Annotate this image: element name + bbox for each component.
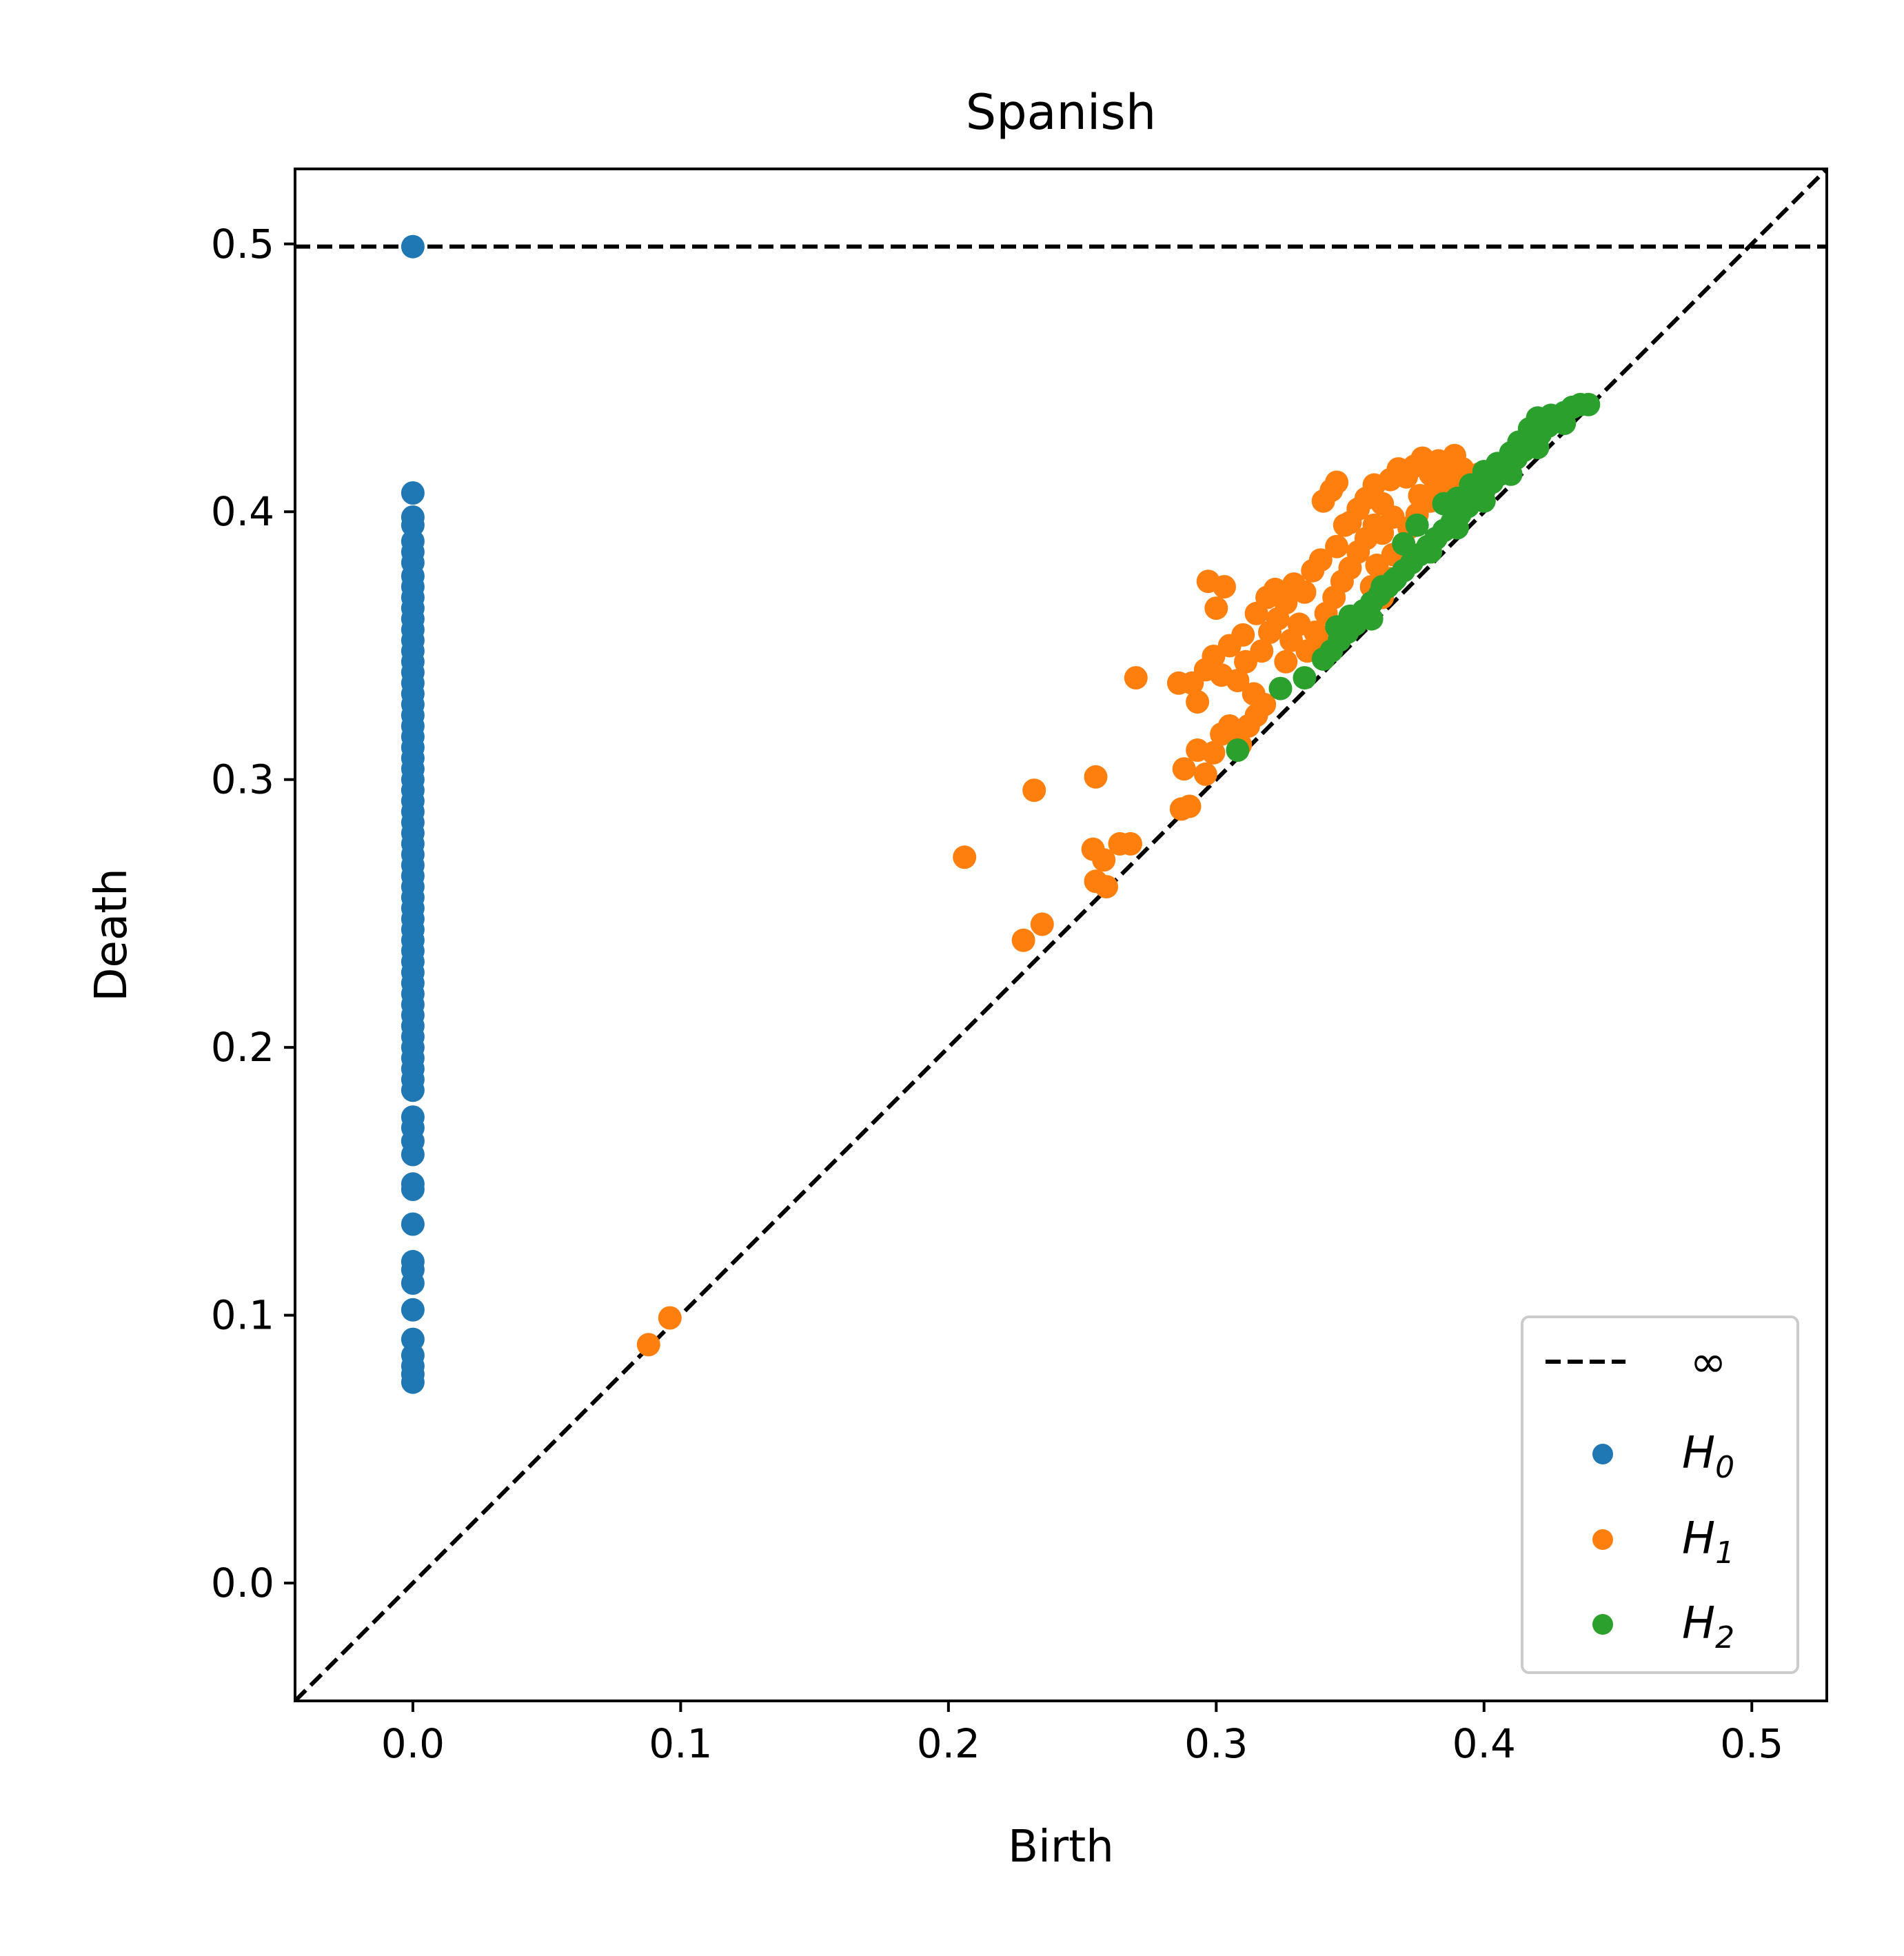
- point-h1: [1022, 778, 1046, 803]
- point-h1: [636, 1333, 660, 1357]
- point-h1: [1172, 757, 1196, 781]
- point-h1: [1202, 740, 1226, 765]
- point-h1: [1095, 875, 1118, 899]
- legend-h2-subscript: 2: [1715, 1620, 1734, 1655]
- legend-h2-marker: [1592, 1614, 1613, 1635]
- point-h1: [1231, 623, 1255, 647]
- point-h2: [1577, 392, 1601, 416]
- point-h2: [1526, 436, 1550, 459]
- x-tick-label: 0.2: [917, 1720, 980, 1767]
- point-h1: [1177, 794, 1202, 818]
- point-h2: [1359, 607, 1384, 631]
- legend-infinity-label: ∞: [1690, 1337, 1726, 1388]
- point-h2: [1392, 532, 1416, 556]
- point-h2: [1405, 513, 1429, 537]
- point-h2: [1472, 489, 1496, 513]
- point-h2: [1226, 738, 1250, 762]
- point-h2: [1370, 575, 1395, 598]
- point-h2: [1445, 516, 1469, 540]
- legend-h1-subscript: 1: [1715, 1535, 1734, 1571]
- series-h2: [1226, 392, 1601, 762]
- point-h2: [1293, 666, 1317, 690]
- y-tick-label: 0.4: [211, 488, 274, 535]
- svg-text:H1: H1: [1682, 1513, 1734, 1571]
- plot-frame: [294, 168, 1828, 1702]
- point-h1: [1226, 669, 1250, 692]
- legend-h0-label: H: [1682, 1428, 1715, 1479]
- point-h2: [1268, 676, 1293, 700]
- point-h1: [1092, 848, 1116, 872]
- point-h0: [401, 1142, 425, 1167]
- point-h0: [401, 513, 425, 537]
- legend-frame: [1521, 1315, 1799, 1674]
- diagonal-line: [295, 169, 1827, 1701]
- point-h1: [1250, 639, 1274, 663]
- point-h2: [1499, 462, 1523, 486]
- x-tick-label: 0.4: [1452, 1720, 1516, 1767]
- x-tick-label: 0.1: [649, 1720, 712, 1767]
- y-axis-label: Death: [86, 868, 137, 1002]
- y-tick-label: 0.0: [211, 1560, 274, 1606]
- point-h0: [401, 1298, 425, 1322]
- point-h0: [401, 1271, 425, 1295]
- point-h1: [1084, 765, 1108, 789]
- point-h1: [1274, 649, 1298, 674]
- svg-text:H0: H0: [1682, 1428, 1734, 1485]
- legend-h0-marker: [1592, 1444, 1613, 1464]
- y-tick-label: 0.2: [211, 1024, 274, 1071]
- point-h1: [1242, 682, 1266, 706]
- point-h1: [1325, 534, 1349, 558]
- point-h1: [1204, 596, 1228, 621]
- y-tick-label: 0.1: [211, 1292, 274, 1339]
- chart-title: Spanish: [966, 84, 1156, 141]
- point-h0: [401, 1327, 425, 1351]
- point-h1: [1030, 912, 1054, 936]
- point-h1: [1124, 666, 1148, 690]
- point-h1: [1193, 762, 1217, 786]
- series-h0: [401, 234, 425, 1394]
- point-h1: [1011, 928, 1035, 952]
- legend-h2-label: H: [1682, 1598, 1715, 1649]
- y-tick-label: 0.3: [211, 756, 274, 803]
- point-h0: [401, 1212, 425, 1236]
- point-h1: [1333, 513, 1357, 537]
- y-tick-label: 0.5: [211, 221, 274, 268]
- point-h1: [1119, 831, 1142, 856]
- point-h0: [401, 481, 425, 505]
- point-h1: [1274, 591, 1298, 615]
- point-h0: [401, 1178, 425, 1201]
- legend: ∞ H0 H1 H2: [1521, 1315, 1799, 1674]
- point-h1: [953, 845, 977, 869]
- series-h1: [636, 443, 1490, 1357]
- point-h1: [1186, 690, 1210, 714]
- x-axis-label: Birth: [1008, 1822, 1114, 1873]
- legend-h0-subscript: 0: [1715, 1450, 1734, 1485]
- legend-h1-marker: [1592, 1529, 1613, 1550]
- point-h1: [1311, 489, 1335, 513]
- point-h1: [1217, 714, 1242, 738]
- x-tick-label: 0.3: [1184, 1720, 1248, 1767]
- x-tick-label: 0.0: [381, 1720, 445, 1767]
- point-h1: [658, 1306, 682, 1330]
- point-h2: [1419, 540, 1443, 564]
- legend-h1-label: H: [1682, 1513, 1715, 1564]
- point-h1: [1293, 580, 1317, 604]
- point-h1: [1308, 548, 1333, 572]
- point-h2: [1552, 412, 1577, 435]
- point-h1: [1213, 575, 1236, 598]
- svg-text:H2: H2: [1682, 1598, 1734, 1655]
- point-h0: [401, 1370, 425, 1394]
- point-h0: [401, 234, 425, 259]
- x-tick-label: 0.5: [1720, 1720, 1783, 1767]
- point-h0: [401, 1078, 425, 1102]
